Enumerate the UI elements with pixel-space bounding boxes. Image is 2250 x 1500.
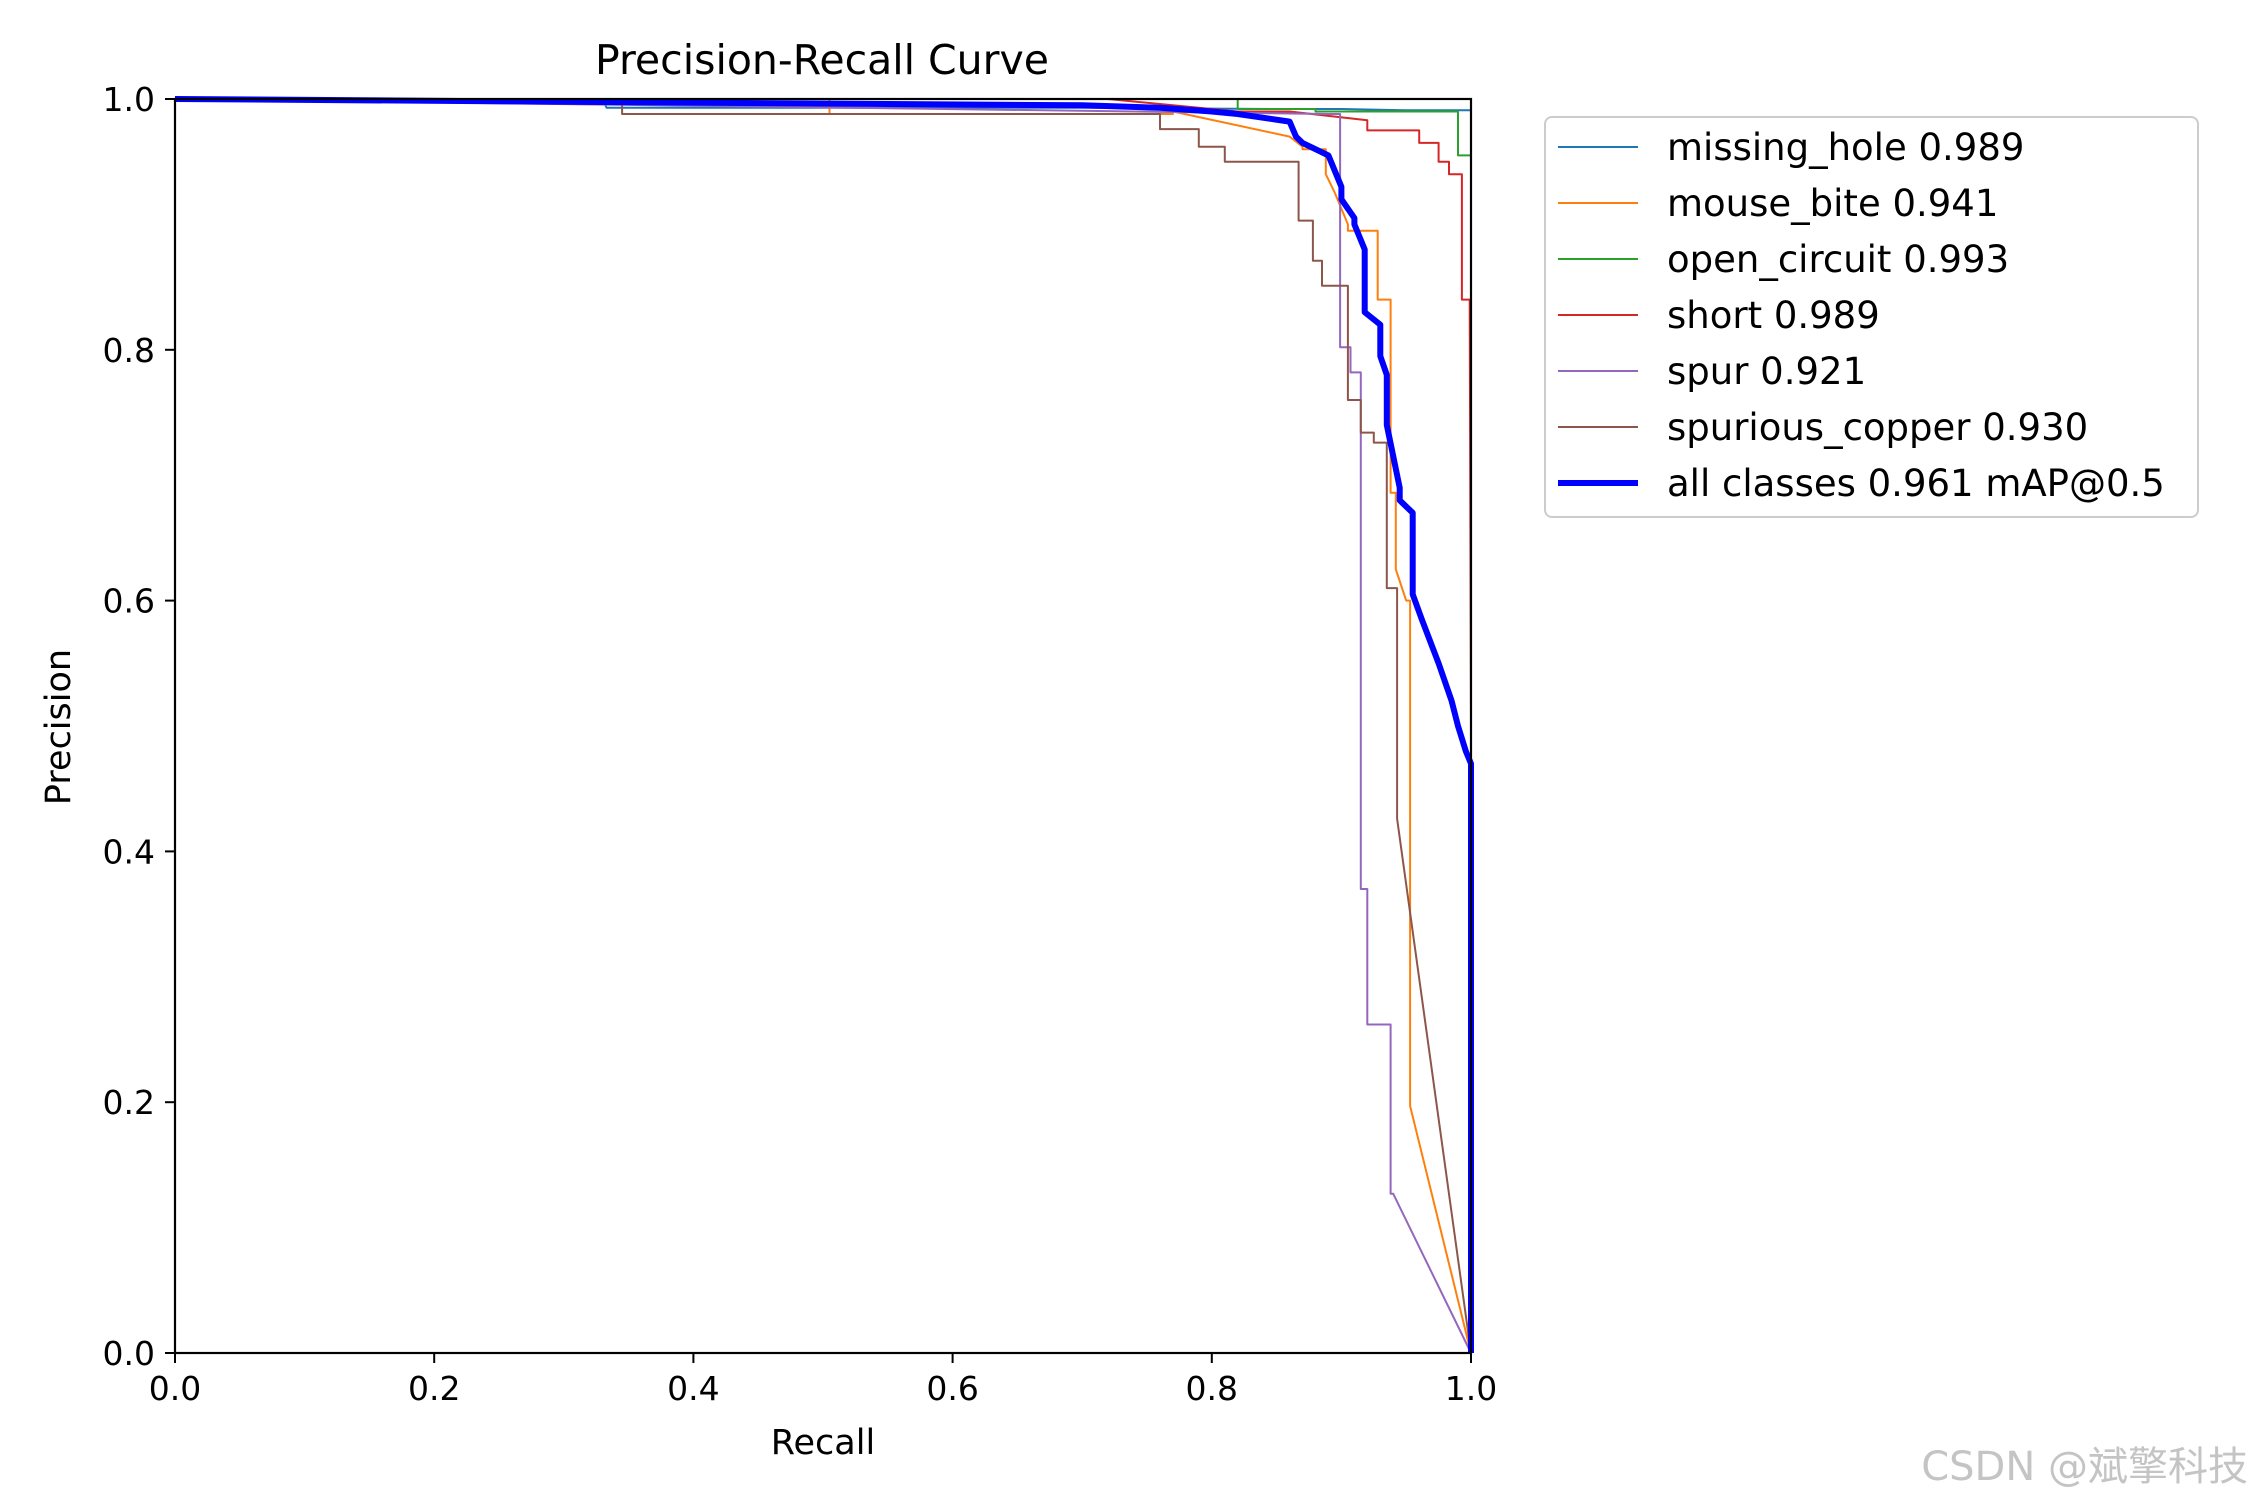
- legend-label: spurious_copper 0.930: [1667, 406, 2088, 449]
- x-tick-label: 0.6: [926, 1369, 978, 1408]
- legend-box: [1544, 116, 2199, 518]
- series-line-4: [174, 98, 1472, 1354]
- x-tick-label: 0.8: [1186, 1369, 1238, 1408]
- chart-title: Precision-Recall Curve: [595, 36, 1049, 84]
- x-tick-label: 0.2: [408, 1369, 460, 1408]
- plot-lines: [174, 96, 1474, 1354]
- x-tick-label: 1.0: [1445, 1369, 1497, 1408]
- y-tick-label: 1.0: [103, 80, 155, 119]
- y-axis-ticks: 0.0 0.2 0.4 0.6 0.8 1.0: [103, 80, 175, 1373]
- legend-label: spur 0.921: [1667, 350, 1866, 393]
- series-line-6: [174, 96, 1474, 1353]
- y-tick-label: 0.0: [103, 1334, 155, 1373]
- legend-label: mouse_bite 0.941: [1667, 182, 1998, 225]
- x-axis-ticks: 0.0 0.2 0.4 0.6 0.8 1.0: [149, 1353, 1497, 1408]
- series-line-5: [175, 98, 1472, 1354]
- y-tick-label: 0.4: [103, 832, 155, 871]
- y-tick-label: 0.2: [103, 1083, 155, 1122]
- x-tick-label: 0.4: [667, 1369, 719, 1408]
- series-line-0: [175, 98, 1472, 1353]
- legend-label: missing_hole 0.989: [1667, 126, 2024, 169]
- series-line-3: [175, 98, 1472, 1353]
- x-tick-label: 0.0: [149, 1369, 201, 1408]
- y-axis-label: Precision: [39, 649, 79, 805]
- x-axis-label: Recall: [771, 1423, 875, 1463]
- series-line-2: [175, 98, 1472, 1353]
- plot-frame: [173, 97, 1473, 1355]
- legend-label: all classes 0.961 mAP@0.5: [1667, 462, 2165, 505]
- series-line-1: [175, 98, 1472, 1354]
- legend-label: short 0.989: [1667, 294, 1880, 337]
- legend: missing_hole 0.989 mouse_bite 0.941 open_c…: [1544, 116, 2199, 518]
- y-tick-label: 0.8: [103, 331, 155, 370]
- watermark: CSDN @斌擎科技: [1921, 1444, 2248, 1490]
- legend-label: open_circuit 0.993: [1667, 238, 2009, 281]
- y-tick-label: 0.6: [103, 582, 155, 621]
